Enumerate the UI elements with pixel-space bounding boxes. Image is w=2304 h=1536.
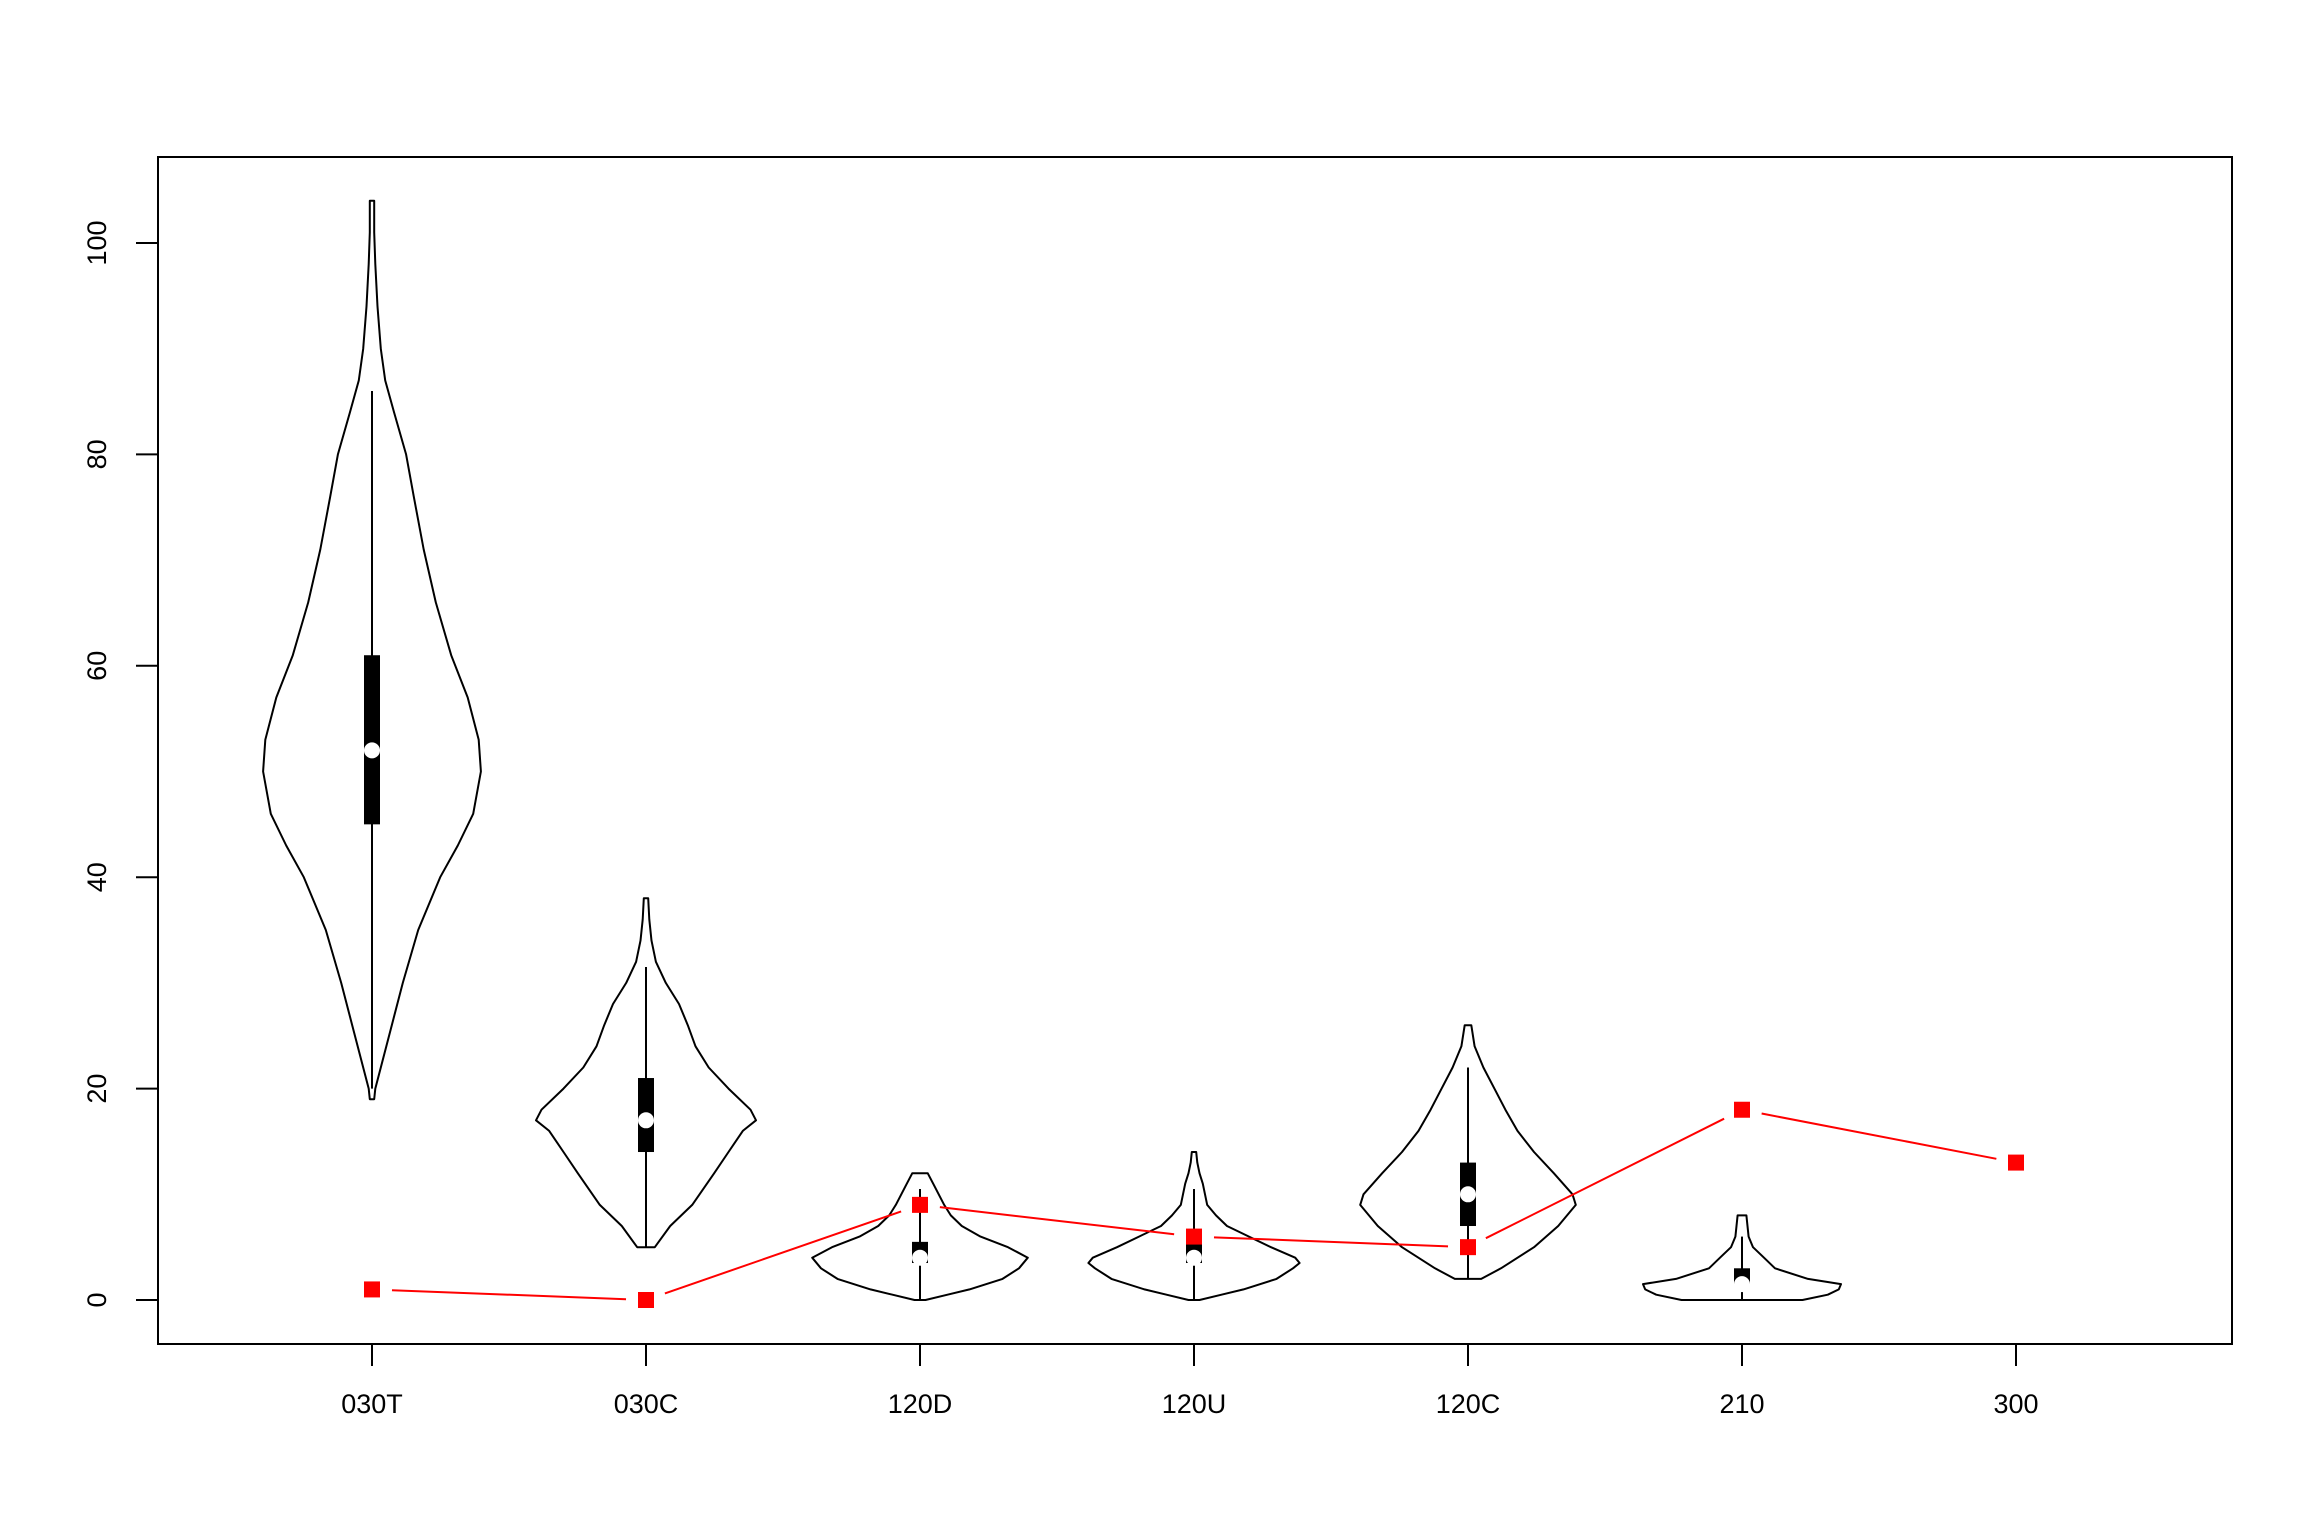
overlay-series	[364, 1101, 2024, 1308]
violin-outline	[1359, 1024, 1577, 1280]
violin-outline	[1087, 1151, 1301, 1301]
x-tick-label: 030C	[614, 1389, 679, 1419]
series-point	[638, 1292, 654, 1308]
x-tick-label: 030T	[341, 1389, 403, 1419]
violin-box	[364, 655, 380, 825]
y-tick-label: 60	[82, 651, 112, 681]
y-tick-label: 100	[82, 220, 112, 265]
violin-030C	[535, 897, 757, 1249]
series-line-segment	[1761, 1112, 1997, 1160]
violin-median	[1186, 1249, 1202, 1266]
y-tick-label: 40	[82, 862, 112, 892]
x-tick-label: 120U	[1162, 1389, 1227, 1419]
series-point	[912, 1196, 928, 1213]
series-point	[1186, 1228, 1202, 1245]
series-point	[1460, 1239, 1476, 1256]
y-tick-label: 0	[82, 1292, 112, 1307]
series-line-segment	[1213, 1236, 1449, 1248]
x-tick-label: 210	[1719, 1389, 1764, 1419]
violin-120U	[1087, 1151, 1301, 1301]
violin-120C	[1359, 1024, 1577, 1280]
series-line-segment	[391, 1289, 627, 1301]
series-point	[1734, 1101, 1750, 1118]
violin-median	[364, 742, 380, 759]
x-tick-label: 120D	[888, 1389, 953, 1419]
violin-outline	[1642, 1214, 1842, 1301]
series-line-segment	[664, 1210, 902, 1295]
violin-median	[1734, 1276, 1750, 1293]
violin-median	[912, 1249, 928, 1266]
violin-outline	[535, 897, 757, 1249]
series-point	[2008, 1154, 2024, 1171]
violin-median	[1460, 1186, 1476, 1203]
violin-outline	[811, 1172, 1029, 1301]
violin-120D	[811, 1172, 1029, 1301]
x-tick-label: 120C	[1436, 1389, 1501, 1419]
x-axis: 030T 030C 120D 120U 120C 210 300	[341, 1343, 2039, 1419]
y-tick-label: 20	[82, 1074, 112, 1104]
series-line-segment	[939, 1206, 1175, 1236]
plot-frame	[157, 156, 2233, 1345]
violins	[262, 199, 1842, 1301]
x-tick-label: 300	[1993, 1389, 2038, 1419]
series-line-segment	[1485, 1117, 1725, 1240]
violin-210	[1642, 1214, 1842, 1301]
violin-030T	[262, 199, 482, 1101]
series-point	[364, 1281, 380, 1298]
y-tick-label: 80	[82, 439, 112, 469]
violin-median	[638, 1112, 654, 1129]
violin-outline	[262, 199, 482, 1101]
y-axis: 0 20 40 60 80 100	[82, 220, 159, 1308]
